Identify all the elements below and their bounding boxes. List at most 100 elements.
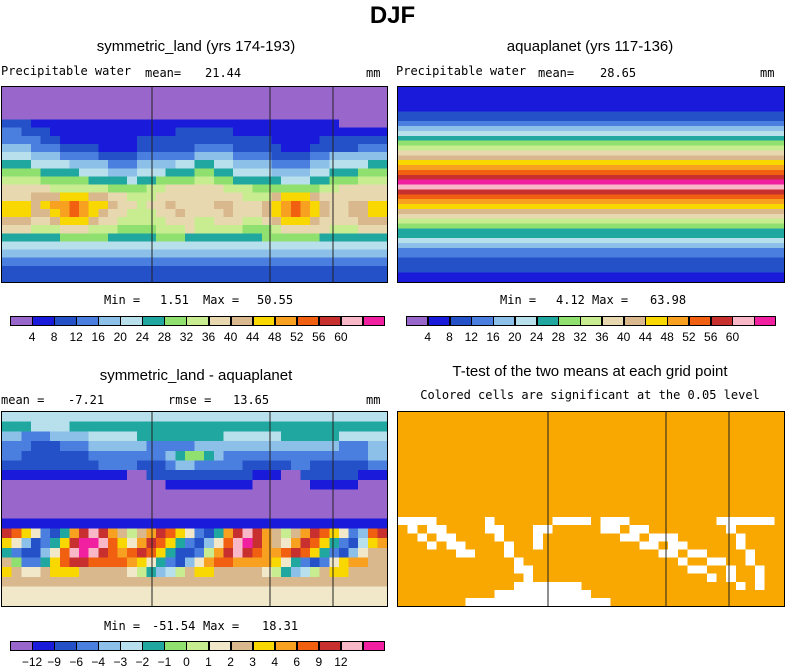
heatmap-cell	[136, 538, 147, 549]
heatmap-cell	[338, 528, 350, 539]
heatmap-cell	[156, 273, 167, 282]
heatmap-cell	[117, 95, 128, 104]
heatmap-cell	[175, 450, 186, 462]
heatmap-cell	[504, 581, 515, 591]
heatmap-cell	[484, 573, 496, 583]
heatmap-cell	[146, 87, 157, 96]
heatmap-cell	[358, 489, 369, 500]
heatmap-cell	[117, 273, 128, 282]
colorbar-swatch	[514, 316, 538, 326]
heatmap-cell	[223, 176, 234, 186]
heatmap-cell	[146, 127, 157, 137]
heatmap-cell	[523, 597, 534, 606]
heatmap-cell	[165, 596, 176, 606]
heatmap-cell	[290, 499, 301, 510]
heatmap-cell	[107, 596, 119, 606]
heatmap-cell	[156, 596, 167, 606]
heatmap-cell	[504, 452, 515, 462]
heatmap-cell	[136, 103, 147, 112]
heatmap-cell	[436, 525, 447, 534]
heatmap-cell	[184, 160, 196, 169]
heatmap-cell	[233, 184, 244, 194]
heatmap-cell	[79, 470, 90, 481]
heatmap-cell	[165, 479, 176, 491]
heatmap-cell	[88, 127, 99, 137]
heatmap-cell	[117, 421, 128, 432]
heatmap-cell	[252, 265, 263, 275]
colorbar-tick-label: −6	[69, 655, 84, 669]
heatmap-cell	[30, 257, 42, 267]
heatmap-cell	[465, 589, 476, 599]
heatmap-cell	[271, 421, 282, 432]
heatmap-cell	[581, 428, 592, 437]
heatmap-cell	[98, 192, 109, 202]
heatmap-cell	[2, 576, 13, 588]
heatmap-cell	[252, 441, 263, 452]
heatmap-cell	[281, 241, 292, 251]
heatmap-cell	[21, 160, 32, 169]
heatmap-cell	[600, 492, 611, 502]
heatmap-cell	[465, 492, 476, 502]
heatmap-cell	[40, 518, 51, 529]
heatmap-cell	[706, 517, 718, 526]
heatmap-cell	[677, 420, 689, 429]
heatmap-cell	[242, 441, 253, 452]
heatmap-cell	[252, 152, 263, 161]
heatmap-cell	[107, 479, 119, 491]
heatmap-cell	[242, 95, 253, 104]
heatmap-cell	[417, 533, 428, 542]
heatmap-cell	[165, 111, 176, 121]
heatmap-cell	[127, 184, 138, 194]
heatmap-cell	[69, 119, 80, 129]
heatmap-cell	[30, 103, 42, 112]
heatmap-cell	[706, 597, 718, 606]
heatmap-cell	[398, 597, 409, 606]
heatmap-cell	[165, 538, 176, 549]
heatmap-cell	[213, 127, 224, 137]
heatmap-cell	[98, 460, 109, 471]
heatmap-cell	[446, 565, 457, 575]
heatmap-cell	[261, 160, 273, 169]
heatmap-cell	[79, 168, 90, 177]
heatmap-cell	[290, 225, 301, 234]
heatmap-cell	[271, 168, 282, 177]
heatmap-cell	[242, 249, 253, 259]
heatmap-cell	[310, 450, 321, 462]
heatmap-cell	[348, 135, 359, 145]
heatmap-cell	[348, 176, 359, 186]
heatmap-cell	[88, 265, 99, 275]
heatmap-cell	[223, 528, 234, 539]
heatmap-cell	[348, 257, 359, 267]
heatmap-cell	[213, 460, 224, 471]
heatmap-cell	[281, 176, 292, 186]
heatmap-cell	[107, 249, 119, 259]
heatmap-cell	[156, 200, 167, 210]
heatmap-cell	[619, 428, 631, 437]
heatmap-aquaplanet-plot	[398, 87, 784, 282]
heatmap-cell	[213, 489, 224, 500]
heatmap-cell	[281, 596, 292, 606]
heatmap-cell	[552, 565, 563, 575]
heatmap-cell	[436, 492, 447, 502]
heatmap-cell	[348, 95, 359, 104]
heatmap-cell	[213, 152, 224, 161]
heatmap-cell	[619, 444, 631, 454]
heatmap-cell	[79, 557, 90, 568]
heatmap-cell	[484, 484, 496, 494]
heatmap-cell	[175, 441, 186, 452]
heatmap-cell	[107, 265, 119, 275]
heatmap-cell	[175, 538, 186, 549]
heatmap-cell	[533, 589, 544, 599]
heatmap-cell	[358, 192, 369, 202]
heatmap-cell	[716, 412, 727, 421]
heatmap-cell	[726, 557, 737, 567]
heatmap-cell	[600, 468, 611, 478]
heatmap-cell	[107, 127, 119, 137]
colorbar-tick-label: 60	[334, 330, 348, 344]
heatmap-cell	[136, 509, 147, 520]
heatmap-cell	[40, 111, 51, 121]
heatmap-cell	[223, 412, 234, 423]
heatmap-cell	[79, 586, 90, 597]
heatmap-cell	[117, 119, 128, 129]
heatmap-cell	[706, 573, 718, 583]
